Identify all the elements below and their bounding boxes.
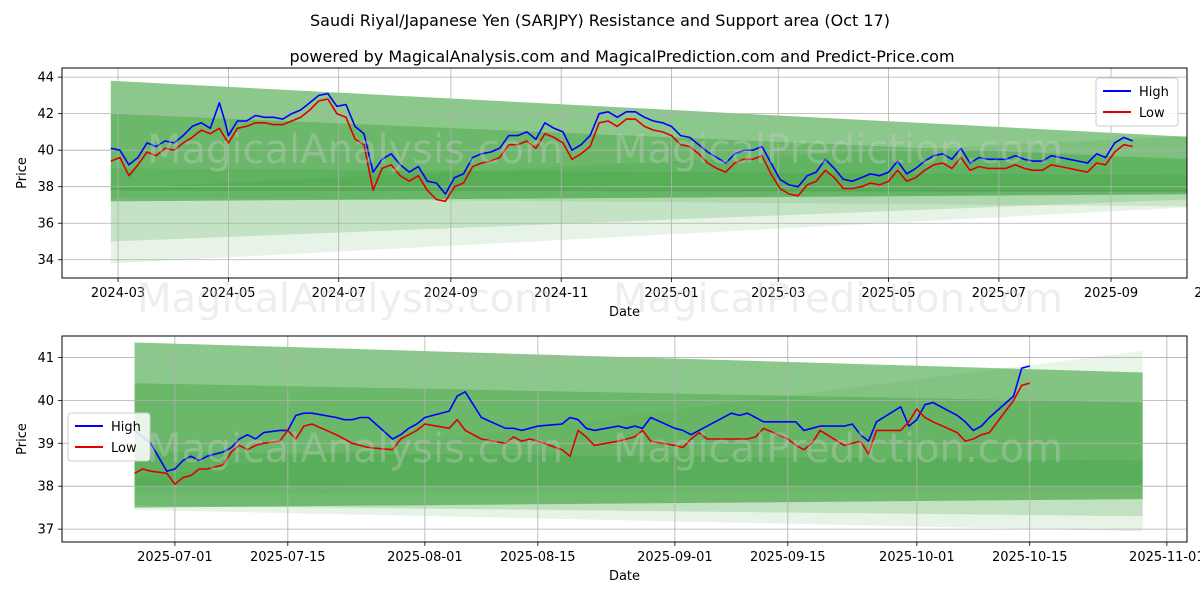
chart1-ytick-label-0: 37 [37,523,54,538]
chart0-xtick-label-1: 2024-05 [201,286,255,301]
chart1-xlabel: Date [609,569,640,584]
chart1-ytick-label-1: 38 [37,480,54,495]
chart1-xtick-label-5: 2025-09-15 [750,550,826,565]
chart1-xtick-label-3: 2025-08-15 [500,550,576,565]
chart1-legend-label-low: Low [111,441,137,456]
chart0-xtick-label-2: 2024-07 [312,286,366,301]
chart1-band-1 [134,383,1143,487]
chart0-xtick-label-9: 2025-09 [1084,286,1138,301]
chart1-xtick-label-0: 2025-07-01 [137,550,213,565]
chart0-ytick-label-4: 42 [37,107,54,122]
chart-title: Saudi Riyal/Japanese Yen (SARJPY) Resist… [310,11,890,30]
chart1-ytick-label-3: 40 [37,394,54,409]
chart1-axes-frame [61,335,1188,543]
chart0-xtick-label-6: 2025-03 [751,286,805,301]
watermark-analysis-mid: MagicalAnalysis.com [137,276,553,322]
chart0-band-3 [110,186,1187,264]
chart0-ytick-label-5: 44 [37,71,54,86]
chart0-xtick-label-7: 2025-05 [861,286,915,301]
chart1-xtick-label-2: 2025-08-01 [387,550,463,565]
chart0-axes-frame [61,67,1188,279]
watermark-analysis-top: MagicalAnalysis.com [147,127,563,173]
chart0-series-high-line [110,92,1133,195]
chart1-ytick-label-4: 41 [37,351,54,366]
watermark-prediction-bottom: MagicalPrediction.com [613,426,1063,472]
chart1-xtick-label-4: 2025-09-01 [637,550,713,565]
chart0-xtick-label-4: 2024-11 [534,286,588,301]
chart1-xtick-label-1: 2025-07-15 [250,550,326,565]
chart0-ytick-label-0: 34 [37,253,54,268]
chart0-ytick-label-3: 40 [37,144,54,159]
chart1-xtick-label-7: 2025-10-15 [992,550,1068,565]
chart0-band-4 [110,136,1187,207]
chart1-band-0 [134,342,1143,508]
chart-subtitle: powered by MagicalAnalysis.com and Magic… [289,47,954,66]
chart0-ylabel: Price [15,157,30,189]
chart1-xtick-label-6: 2025-10-01 [879,550,955,565]
chart0-series-low-line [110,98,1133,203]
chart1-ytick-label-2: 39 [37,437,54,452]
chart0-xlabel: Date [609,305,640,320]
chart1-band-2 [134,451,1143,517]
chart0-ytick-label-2: 38 [37,180,54,195]
chart1-band-4 [134,351,1143,495]
chart0-xtick-label-10: 2025-11 [1194,286,1200,301]
chart1-ylabel: Price [15,423,30,455]
chart1-xtick-label-8: 2025-11-01 [1129,550,1200,565]
chart0-band-0 [110,80,1187,202]
chart0-legend-label-low: Low [1139,106,1165,121]
chart0-ytick-label-1: 36 [37,217,54,232]
watermark-analysis-bottom: MagicalAnalysis.com [147,426,563,472]
chart0-xtick-label-3: 2024-09 [424,286,478,301]
chart1-series-high-line [134,365,1030,472]
top-chart-panel: 2024-03 2024-05 2024-07 2024-09 2024-11 2025-… [15,67,1200,320]
chart1-series-low-line [134,382,1030,485]
chart0-xtick-label-8: 2025-07 [972,286,1026,301]
watermark-prediction-mid: MagicalPrediction.com [613,276,1063,322]
bottom-chart-panel: 2025-07-01 2025-07-15 2025-08-01 2025-08-15… [15,335,1200,584]
chart0-xtick-label-0: 2024-03 [91,286,145,301]
chart0-legend-label-high: High [1139,85,1169,100]
chart1-band-3 [134,481,1143,532]
chart0-xtick-label-5: 2025-01 [644,286,698,301]
watermark-prediction-top: MagicalPrediction.com [613,127,1063,173]
chart1-legend-label-high: High [111,420,141,435]
